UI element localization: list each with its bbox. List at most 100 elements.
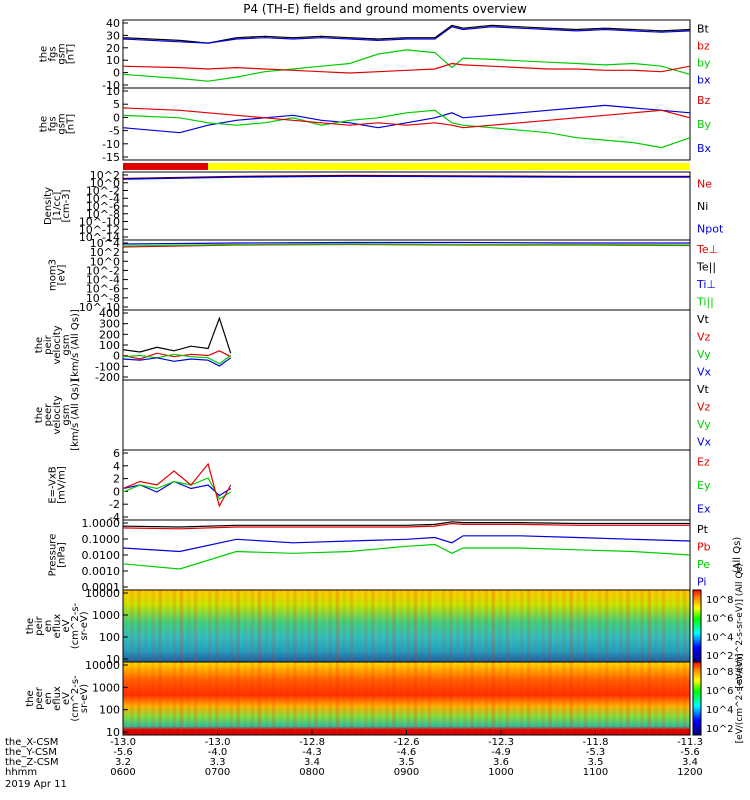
heatmap-stripe [604,590,609,662]
heatmap-stripe [441,662,446,735]
y-tick-label: 10^-2 [86,264,120,277]
heatmap-stripe [427,590,432,662]
heatmap-stripe [463,590,467,662]
heatmap-stripe [222,590,226,662]
y-axis-label: Pressure [48,534,59,577]
status-bar-segment [208,163,691,170]
heatmap-stripe [420,662,425,735]
legend-entry: Vz [697,400,711,413]
x-tick-label: 0600 [110,767,135,778]
heatmap-stripe [633,662,637,735]
x-tick-label: 3.2 [115,757,131,768]
x-tick-label: 3.4 [682,757,698,768]
colorbar-tick-label: 10^8 [706,595,733,606]
heatmap-stripe [626,662,630,735]
y-axis-label: gsm [61,404,72,425]
y-axis-label: peer [34,686,45,710]
y-tick-label: 10^-6 [86,283,120,296]
x-tick-label: -12.3 [488,737,514,748]
heatmap-stripe [392,662,396,735]
legend-entry: Ne [697,177,712,190]
heatmap-stripe [597,590,602,662]
y-tick-label: 40 [106,17,120,30]
heatmap-stripe [519,662,524,735]
heatmap-stripe [449,590,453,662]
heatmap-stripe [130,590,134,662]
y-axis-label: [km/s (All Qs)] [70,309,81,381]
heatmap-stripe [463,662,467,735]
y-tick-label: 0 [113,111,120,124]
legend-entry: Ti|| [696,295,714,308]
heatmap-stripe [399,590,403,662]
series-line-ey [122,477,232,500]
x-tick-label: -5.3 [586,747,606,758]
heatmap-stripe [534,662,538,735]
series-line-pi [122,535,691,553]
legend-entry: Te⊥ [696,243,718,256]
y-tick-label: -5 [109,125,120,138]
y-axis-label: gsm [61,334,72,355]
heatmap-stripe [541,662,545,735]
heatmap-stripe [534,590,538,662]
y-axis-label: gsm [57,43,68,64]
legend-entry: Ey [697,479,711,492]
heatmap-stripe [661,590,666,662]
y-tick-label: 0.0001 [82,581,121,594]
heatmap-stripe [328,662,333,735]
heatmap-stripe [512,590,517,662]
heatmap-stripe [562,662,566,735]
heatmap-stripe [300,590,304,662]
heatmap-stripe [215,590,219,662]
panels: 403020100-10thefgsgsm[nT]Btbzbybx1050-5-… [25,17,745,743]
panel-frame [122,309,691,381]
y-tick-label: 100 [99,339,120,352]
heatmap-stripe [193,590,198,662]
series-line-ez [122,462,232,508]
heatmap-stripe [434,662,439,735]
legend-entry: Te|| [696,260,716,273]
y-tick-label: 100 [99,704,120,717]
heatmap-stripe [378,590,382,662]
heatmap-stripe [186,662,191,735]
heatmap-stripe [427,662,432,735]
y-tick-label: -10 [102,79,120,92]
x-tick-label: -11.3 [677,737,703,748]
x-tick-label: 3.4 [304,757,320,768]
y-tick-label: 10000 [85,659,120,672]
heatmap-stripe [257,662,262,735]
colorbar-tick-label: 10^2 [706,651,733,662]
heatmap-stripe [562,590,566,662]
heatmap-stripe [519,590,524,662]
heatmap-stripe [278,662,283,735]
status-bar-segment [123,163,209,170]
heatmap-stripe [498,662,503,735]
heatmap-stripe [307,590,311,662]
heatmap-stripe [612,590,616,662]
legend-entry: Npot [697,223,724,236]
heatmap-stripe [342,590,347,662]
heatmap-stripe [385,662,389,735]
heatmap-stripe [335,662,340,735]
x-tick-label: 3.3 [210,757,226,768]
y-tick-label: 4 [113,460,120,473]
y-tick-label: 1000 [92,609,120,622]
legend-entry: Pi [697,575,706,588]
y-axis-label: [1/cc] [52,192,63,221]
y-tick-label: 30 [106,29,120,42]
heatmap-stripe [200,590,205,662]
heatmap-stripe [569,590,574,662]
heatmap-stripe [293,590,297,662]
y-tick-label: 10^-4 [86,192,120,205]
y-axis-label: (cm^2-s- [70,675,81,722]
heatmap-stripe [243,662,248,735]
heatmap-stripe [236,590,240,662]
y-axis-label: E=-VxB [48,466,59,503]
colorbar [692,661,702,736]
heatmap-stripe [179,662,184,735]
series-line-vy [122,353,232,365]
y-axis-label: peer [43,403,54,427]
heatmap-stripe [484,662,489,735]
heatmap-stripe [243,590,248,662]
